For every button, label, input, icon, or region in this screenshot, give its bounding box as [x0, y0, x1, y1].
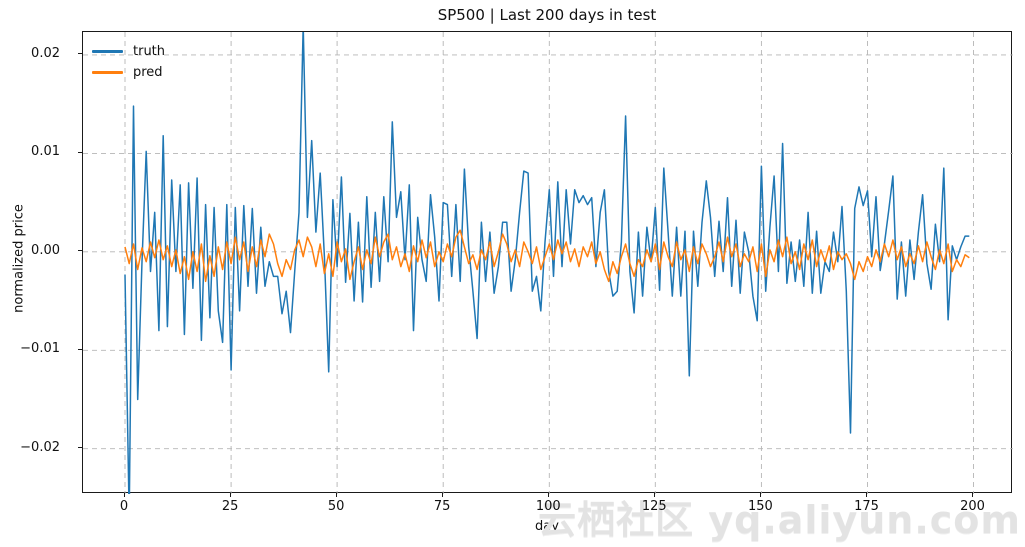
y-tick-mark: [78, 447, 82, 449]
legend-entry-pred: pred: [92, 62, 165, 83]
x-tick-mark: [972, 493, 973, 497]
x-tick-mark: [441, 493, 443, 497]
x-tick-mark: [547, 493, 549, 497]
x-tick-label: 200: [960, 499, 985, 514]
x-tick-label: 75: [433, 499, 451, 514]
legend: truth pred: [92, 41, 165, 83]
y-tick-label: 0.01: [31, 144, 60, 160]
x-tick-label: 100: [535, 499, 561, 514]
x-tick-label: 25: [221, 499, 239, 514]
x-tick-mark: [123, 493, 125, 497]
x-tick-label: 150: [747, 499, 773, 514]
y-tick-label: 0.02: [31, 45, 60, 61]
y-tick-label: −0.02: [20, 439, 60, 455]
chart-title: SP500 | Last 200 days in test: [437, 6, 657, 24]
x-tick-mark: [759, 493, 761, 497]
y-tick-label: 0.00: [31, 242, 60, 258]
x-tick-mark: [866, 493, 867, 497]
plot-area: [82, 31, 1013, 494]
x-tick-mark: [229, 493, 231, 497]
x-tick-label: 50: [327, 499, 345, 514]
truth-line-sample-icon: [92, 50, 123, 53]
y-tick-mark: [78, 348, 82, 350]
x-axis-label: day: [535, 519, 559, 534]
x-tick-label: 0: [119, 499, 129, 514]
x-tick-label: 125: [641, 499, 667, 514]
plot-canvas: [83, 32, 1013, 494]
y-axis-label: normalized price: [11, 204, 27, 313]
y-tick-mark: [78, 53, 82, 55]
pred-line-series: [124, 229, 970, 283]
x-tick-mark: [653, 493, 655, 497]
y-tick-mark: [78, 250, 82, 252]
x-tick-mark: [335, 493, 337, 497]
legend-label-truth: truth: [133, 44, 166, 59]
y-tick-label: −0.01: [20, 341, 60, 357]
legend-entry-truth: truth: [92, 41, 165, 62]
pred-line-sample-icon: [92, 71, 123, 74]
y-tick-mark: [78, 151, 82, 153]
watermark-text: 云栖社区 yq.aliyun.com: [538, 498, 1021, 542]
x-tick-label: 175: [854, 499, 879, 514]
grid-lines: [83, 32, 1013, 494]
truth-line-series: [124, 32, 970, 494]
legend-label-pred: pred: [133, 65, 163, 80]
